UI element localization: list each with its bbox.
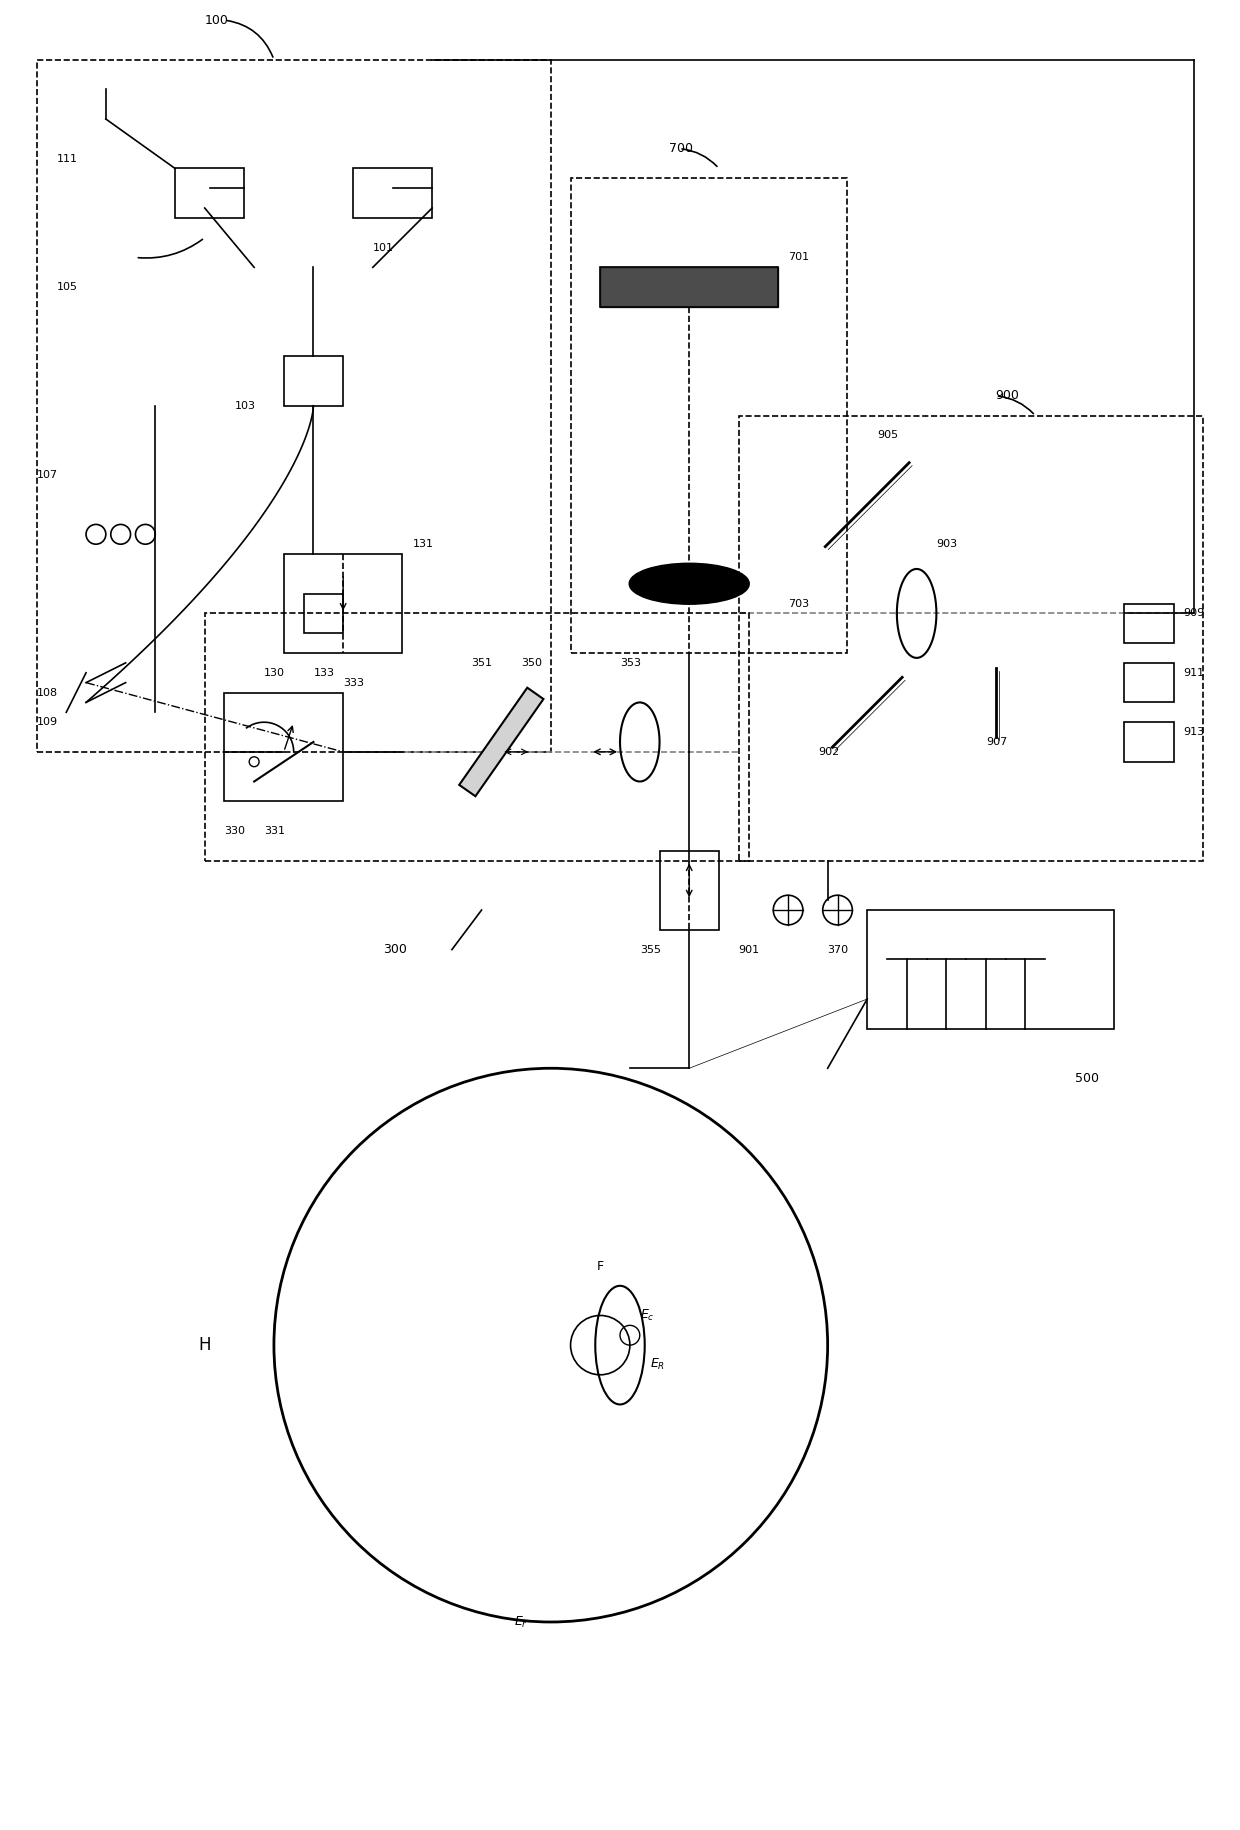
Text: 700: 700 [670, 143, 693, 156]
Bar [1125, 604, 1174, 642]
Ellipse shape [630, 564, 749, 604]
Text: 111: 111 [56, 154, 77, 163]
Text: H: H [198, 1336, 211, 1354]
Text: 107: 107 [37, 470, 58, 479]
Text: 353: 353 [620, 657, 641, 668]
Text: 903: 903 [936, 540, 957, 549]
Polygon shape [600, 267, 779, 307]
Text: 105: 105 [56, 282, 77, 293]
Bar [304, 593, 343, 633]
Text: 333: 333 [343, 677, 365, 688]
Text: $E_r$: $E_r$ [515, 1614, 528, 1629]
Text: $E_R$: $E_R$ [650, 1358, 665, 1372]
Text: 370: 370 [827, 944, 848, 955]
Bar [1125, 723, 1174, 761]
Polygon shape [459, 688, 543, 796]
Text: 133: 133 [314, 668, 335, 677]
Text: 130: 130 [264, 668, 285, 677]
Bar [284, 554, 403, 653]
Text: 500: 500 [1075, 1072, 1099, 1085]
Text: 911: 911 [1184, 668, 1205, 677]
Text: 913: 913 [1184, 727, 1205, 737]
Text: 350: 350 [521, 657, 542, 668]
Bar [284, 357, 343, 406]
Text: 909: 909 [1184, 608, 1205, 619]
Bar [660, 851, 719, 930]
Text: 300: 300 [383, 942, 407, 955]
Text: 103: 103 [234, 401, 255, 410]
Text: 703: 703 [789, 598, 810, 609]
Text: 108: 108 [37, 688, 58, 697]
Text: 109: 109 [37, 717, 58, 727]
Text: 355: 355 [640, 944, 661, 955]
Text: F: F [596, 1259, 604, 1272]
Bar [570, 178, 847, 653]
Bar [224, 692, 343, 802]
Text: 902: 902 [817, 747, 839, 758]
Text: 701: 701 [789, 253, 810, 262]
Text: 330: 330 [224, 825, 246, 836]
Text: $E_c$: $E_c$ [640, 1308, 655, 1323]
Bar [205, 613, 749, 860]
Bar [37, 60, 551, 752]
Bar [353, 168, 432, 218]
Text: 905: 905 [877, 430, 898, 441]
Text: 907: 907 [986, 737, 1007, 747]
Text: 901: 901 [739, 944, 760, 955]
Text: 131: 131 [413, 540, 433, 549]
Text: 100: 100 [205, 13, 228, 27]
Bar [175, 168, 244, 218]
Text: 331: 331 [264, 825, 285, 836]
Text: 900: 900 [996, 390, 1019, 403]
Bar [1125, 662, 1174, 703]
Text: 351: 351 [471, 657, 492, 668]
Bar [867, 910, 1115, 1028]
Bar [739, 415, 1203, 860]
Text: 101: 101 [373, 243, 394, 253]
Bar [600, 267, 779, 307]
